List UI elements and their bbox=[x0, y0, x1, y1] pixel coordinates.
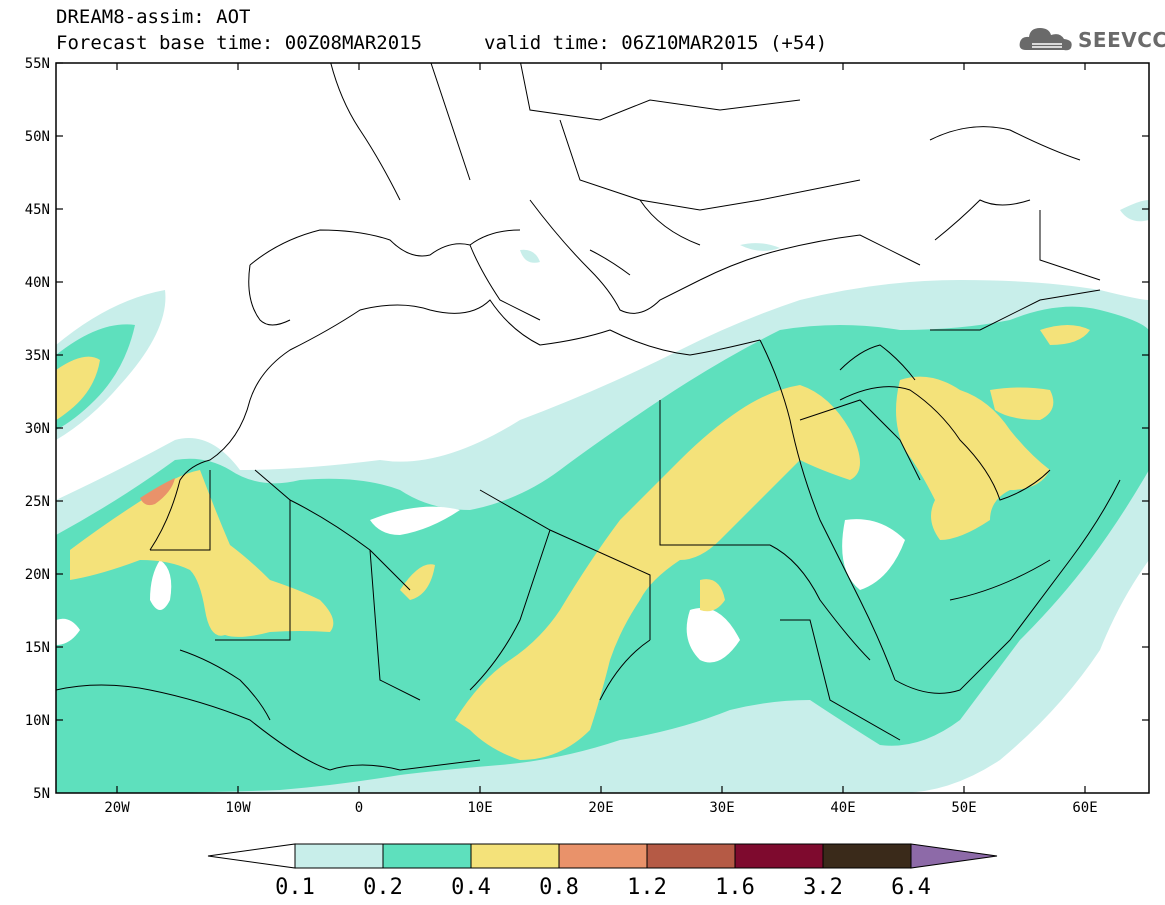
axis-ticks bbox=[56, 62, 1149, 793]
lon-label: 30E bbox=[709, 800, 734, 816]
legend-labels: 0.1 0.2 0.4 0.8 1.2 1.6 3.2 6.4 bbox=[275, 875, 931, 900]
lat-label: 35N bbox=[25, 348, 50, 364]
lat-labels: 55N 50N 45N 40N 35N 30N 25N 20N 15N 10N … bbox=[25, 56, 50, 802]
legend-swatch bbox=[646, 843, 736, 869]
legend-swatch bbox=[558, 843, 648, 869]
legend-colorbar bbox=[207, 843, 998, 869]
lon-label: 10E bbox=[467, 800, 492, 816]
lat-label: 55N bbox=[25, 56, 50, 72]
legend-high-arrow bbox=[910, 843, 998, 869]
lat-label: 25N bbox=[25, 494, 50, 510]
lon-labels: 20W 10W 0 10E 20E 30E 40E 50E 60E bbox=[104, 800, 1097, 816]
lon-label: 20E bbox=[588, 800, 613, 816]
legend-label: 0.1 bbox=[275, 875, 315, 900]
legend-label: 1.6 bbox=[715, 875, 755, 900]
legend-low-arrow bbox=[207, 843, 296, 869]
cloud-logo-icon bbox=[1019, 28, 1072, 51]
forecast-base-time: Forecast base time: 00Z08MAR2015 bbox=[56, 32, 423, 54]
lon-label: 50E bbox=[951, 800, 976, 816]
lat-label: 15N bbox=[25, 640, 50, 656]
legend-label: 0.8 bbox=[539, 875, 579, 900]
logo-text: SEEVCCC bbox=[1078, 28, 1165, 52]
lat-label: 45N bbox=[25, 202, 50, 218]
legend-label: 1.2 bbox=[627, 875, 667, 900]
lat-label: 20N bbox=[25, 567, 50, 583]
lat-label: 30N bbox=[25, 421, 50, 437]
lon-label: 60E bbox=[1072, 800, 1097, 816]
lat-label: 10N bbox=[25, 713, 50, 729]
legend-label: 3.2 bbox=[803, 875, 843, 900]
lon-label: 40E bbox=[830, 800, 855, 816]
legend-swatch bbox=[382, 843, 472, 869]
legend-swatch bbox=[294, 843, 384, 869]
legend-swatch bbox=[822, 843, 912, 869]
legend-label: 0.4 bbox=[451, 875, 491, 900]
lat-label: 50N bbox=[25, 129, 50, 145]
lon-label: 10W bbox=[225, 800, 251, 816]
lat-label: 40N bbox=[25, 275, 50, 291]
legend-swatch bbox=[734, 843, 824, 869]
valid-time: valid time: 06Z10MAR2015 (+54) bbox=[484, 32, 828, 54]
lon-label: 0 bbox=[355, 800, 363, 816]
legend-swatch bbox=[470, 843, 560, 869]
legend-label: 6.4 bbox=[891, 875, 931, 900]
lon-label: 20W bbox=[104, 800, 130, 816]
country-borders bbox=[56, 63, 1121, 771]
lat-label: 5N bbox=[33, 786, 50, 802]
legend-label: 0.2 bbox=[363, 875, 403, 900]
aot-shading bbox=[56, 200, 1149, 793]
seevccc-logo: SEEVCCC bbox=[1018, 22, 1165, 56]
map-title: DREAM8-assim: AOT bbox=[56, 6, 251, 28]
